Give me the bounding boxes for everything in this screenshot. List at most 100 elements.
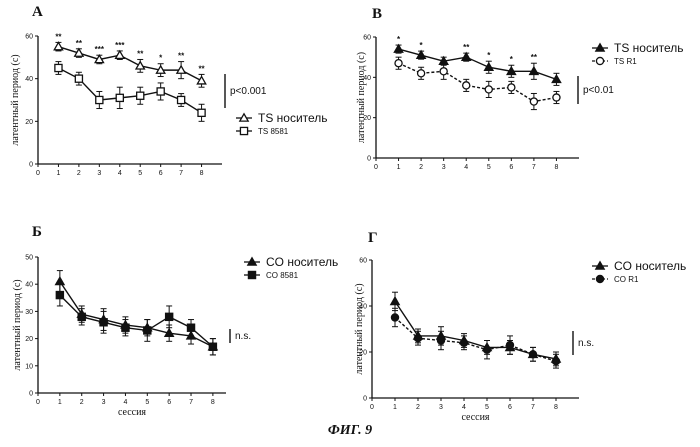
x-tick-label: 4 <box>118 170 122 177</box>
data-point <box>506 342 513 349</box>
legend-label: TS 8581 <box>258 127 289 136</box>
x-tick-label: 5 <box>487 164 491 171</box>
p-value-label: p<0.01 <box>583 85 614 96</box>
panel-letter: Б <box>32 224 42 240</box>
x-tick-label: 8 <box>554 164 558 171</box>
data-point <box>394 45 402 52</box>
data-point <box>197 77 205 84</box>
data-point <box>463 82 470 89</box>
data-point <box>483 346 490 353</box>
panel-2: B0123456780204060латентный период (с)***… <box>356 6 684 171</box>
x-tick-label: 4 <box>123 399 127 406</box>
x-tick-label: 2 <box>416 404 420 411</box>
x-axis-label: сессия <box>118 407 146 418</box>
significance-stars: *** <box>115 41 125 50</box>
panel-letter: B <box>372 6 382 22</box>
x-tick-label: 5 <box>145 399 149 406</box>
y-axis-label: латентный период (с) <box>10 54 21 145</box>
data-point <box>56 277 64 284</box>
data-point <box>209 343 216 350</box>
data-point <box>96 96 103 103</box>
data-point <box>78 313 85 320</box>
data-point <box>178 96 185 103</box>
x-tick-label: 3 <box>97 170 101 177</box>
data-point <box>485 86 492 93</box>
x-tick-label: 6 <box>509 164 513 171</box>
legend-marker <box>240 127 247 134</box>
p-value-label: n.s. <box>578 338 594 349</box>
x-tick-label: 7 <box>532 164 536 171</box>
x-tick-label: 1 <box>56 170 60 177</box>
y-tick-label: 10 <box>25 363 33 370</box>
legend-label: TS носитель <box>258 111 328 125</box>
data-point <box>391 314 398 321</box>
data-point <box>391 297 399 304</box>
significance-stars: * <box>510 55 514 64</box>
x-tick-label: 0 <box>370 404 374 411</box>
x-tick-label: 7 <box>531 404 535 411</box>
y-tick-label: 50 <box>25 255 33 262</box>
panel-letter: Г <box>368 230 378 246</box>
x-tick-label: 2 <box>80 399 84 406</box>
panel-4: Г0123456780204060латентный период (с)сес… <box>354 230 686 423</box>
x-tick-label: 7 <box>189 399 193 406</box>
y-tick-label: 40 <box>25 76 33 83</box>
x-tick-label: 8 <box>200 170 204 177</box>
data-point <box>440 68 447 75</box>
x-tick-label: 2 <box>419 164 423 171</box>
data-point <box>75 75 82 82</box>
data-point <box>166 313 173 320</box>
data-point <box>437 337 444 344</box>
significance-stars: * <box>487 51 491 60</box>
significance-stars: * <box>420 41 424 50</box>
x-tick-label: 6 <box>159 170 163 177</box>
series-2 <box>395 57 560 109</box>
legend-label: CO носитель <box>614 259 686 273</box>
significance-stars: ** <box>531 53 538 62</box>
data-point <box>552 358 559 365</box>
x-tick-label: 0 <box>36 399 40 406</box>
significance-stars: *** <box>95 45 105 54</box>
data-point <box>100 319 107 326</box>
x-tick-label: 4 <box>464 164 468 171</box>
y-axis-label: латентный период (с) <box>356 52 367 143</box>
x-tick-label: 6 <box>508 404 512 411</box>
y-tick-label: 60 <box>359 258 367 265</box>
data-point <box>157 88 164 95</box>
legend-marker <box>248 271 255 278</box>
data-point <box>137 92 144 99</box>
p-value-label: p<0.001 <box>230 86 267 97</box>
legend-label: TS носитель <box>614 41 684 55</box>
panel-3: Б01234567801020304050латентный период (с… <box>12 224 338 418</box>
x-tick-label: 3 <box>439 404 443 411</box>
significance-stars: ** <box>198 64 205 73</box>
x-tick-label: 6 <box>167 399 171 406</box>
data-point <box>529 351 536 358</box>
x-axis-label: сессия <box>461 412 489 423</box>
data-point <box>553 94 560 101</box>
data-point <box>395 60 402 67</box>
x-tick-label: 8 <box>554 404 558 411</box>
data-point <box>508 84 515 91</box>
x-tick-label: 5 <box>485 404 489 411</box>
data-point <box>56 292 63 299</box>
significance-stars: ** <box>178 52 185 61</box>
y-tick-label: 0 <box>29 391 33 398</box>
legend-label: TS R1 <box>614 57 637 66</box>
y-tick-label: 60 <box>25 34 33 41</box>
p-value-label: n.s. <box>235 331 251 342</box>
data-point <box>55 64 62 71</box>
data-point <box>187 324 194 331</box>
x-tick-label: 5 <box>138 170 142 177</box>
figure-caption: ФИГ. 9 <box>0 423 700 439</box>
y-axis-label: латентный период (с) <box>12 279 23 370</box>
x-tick-label: 8 <box>211 399 215 406</box>
y-tick-label: 20 <box>25 336 33 343</box>
legend-marker <box>596 275 603 282</box>
x-tick-label: 1 <box>393 404 397 411</box>
panel-letter: A <box>32 4 43 20</box>
y-tick-label: 0 <box>29 162 33 169</box>
x-tick-label: 3 <box>442 164 446 171</box>
y-tick-label: 30 <box>25 309 33 316</box>
data-point <box>136 62 144 69</box>
